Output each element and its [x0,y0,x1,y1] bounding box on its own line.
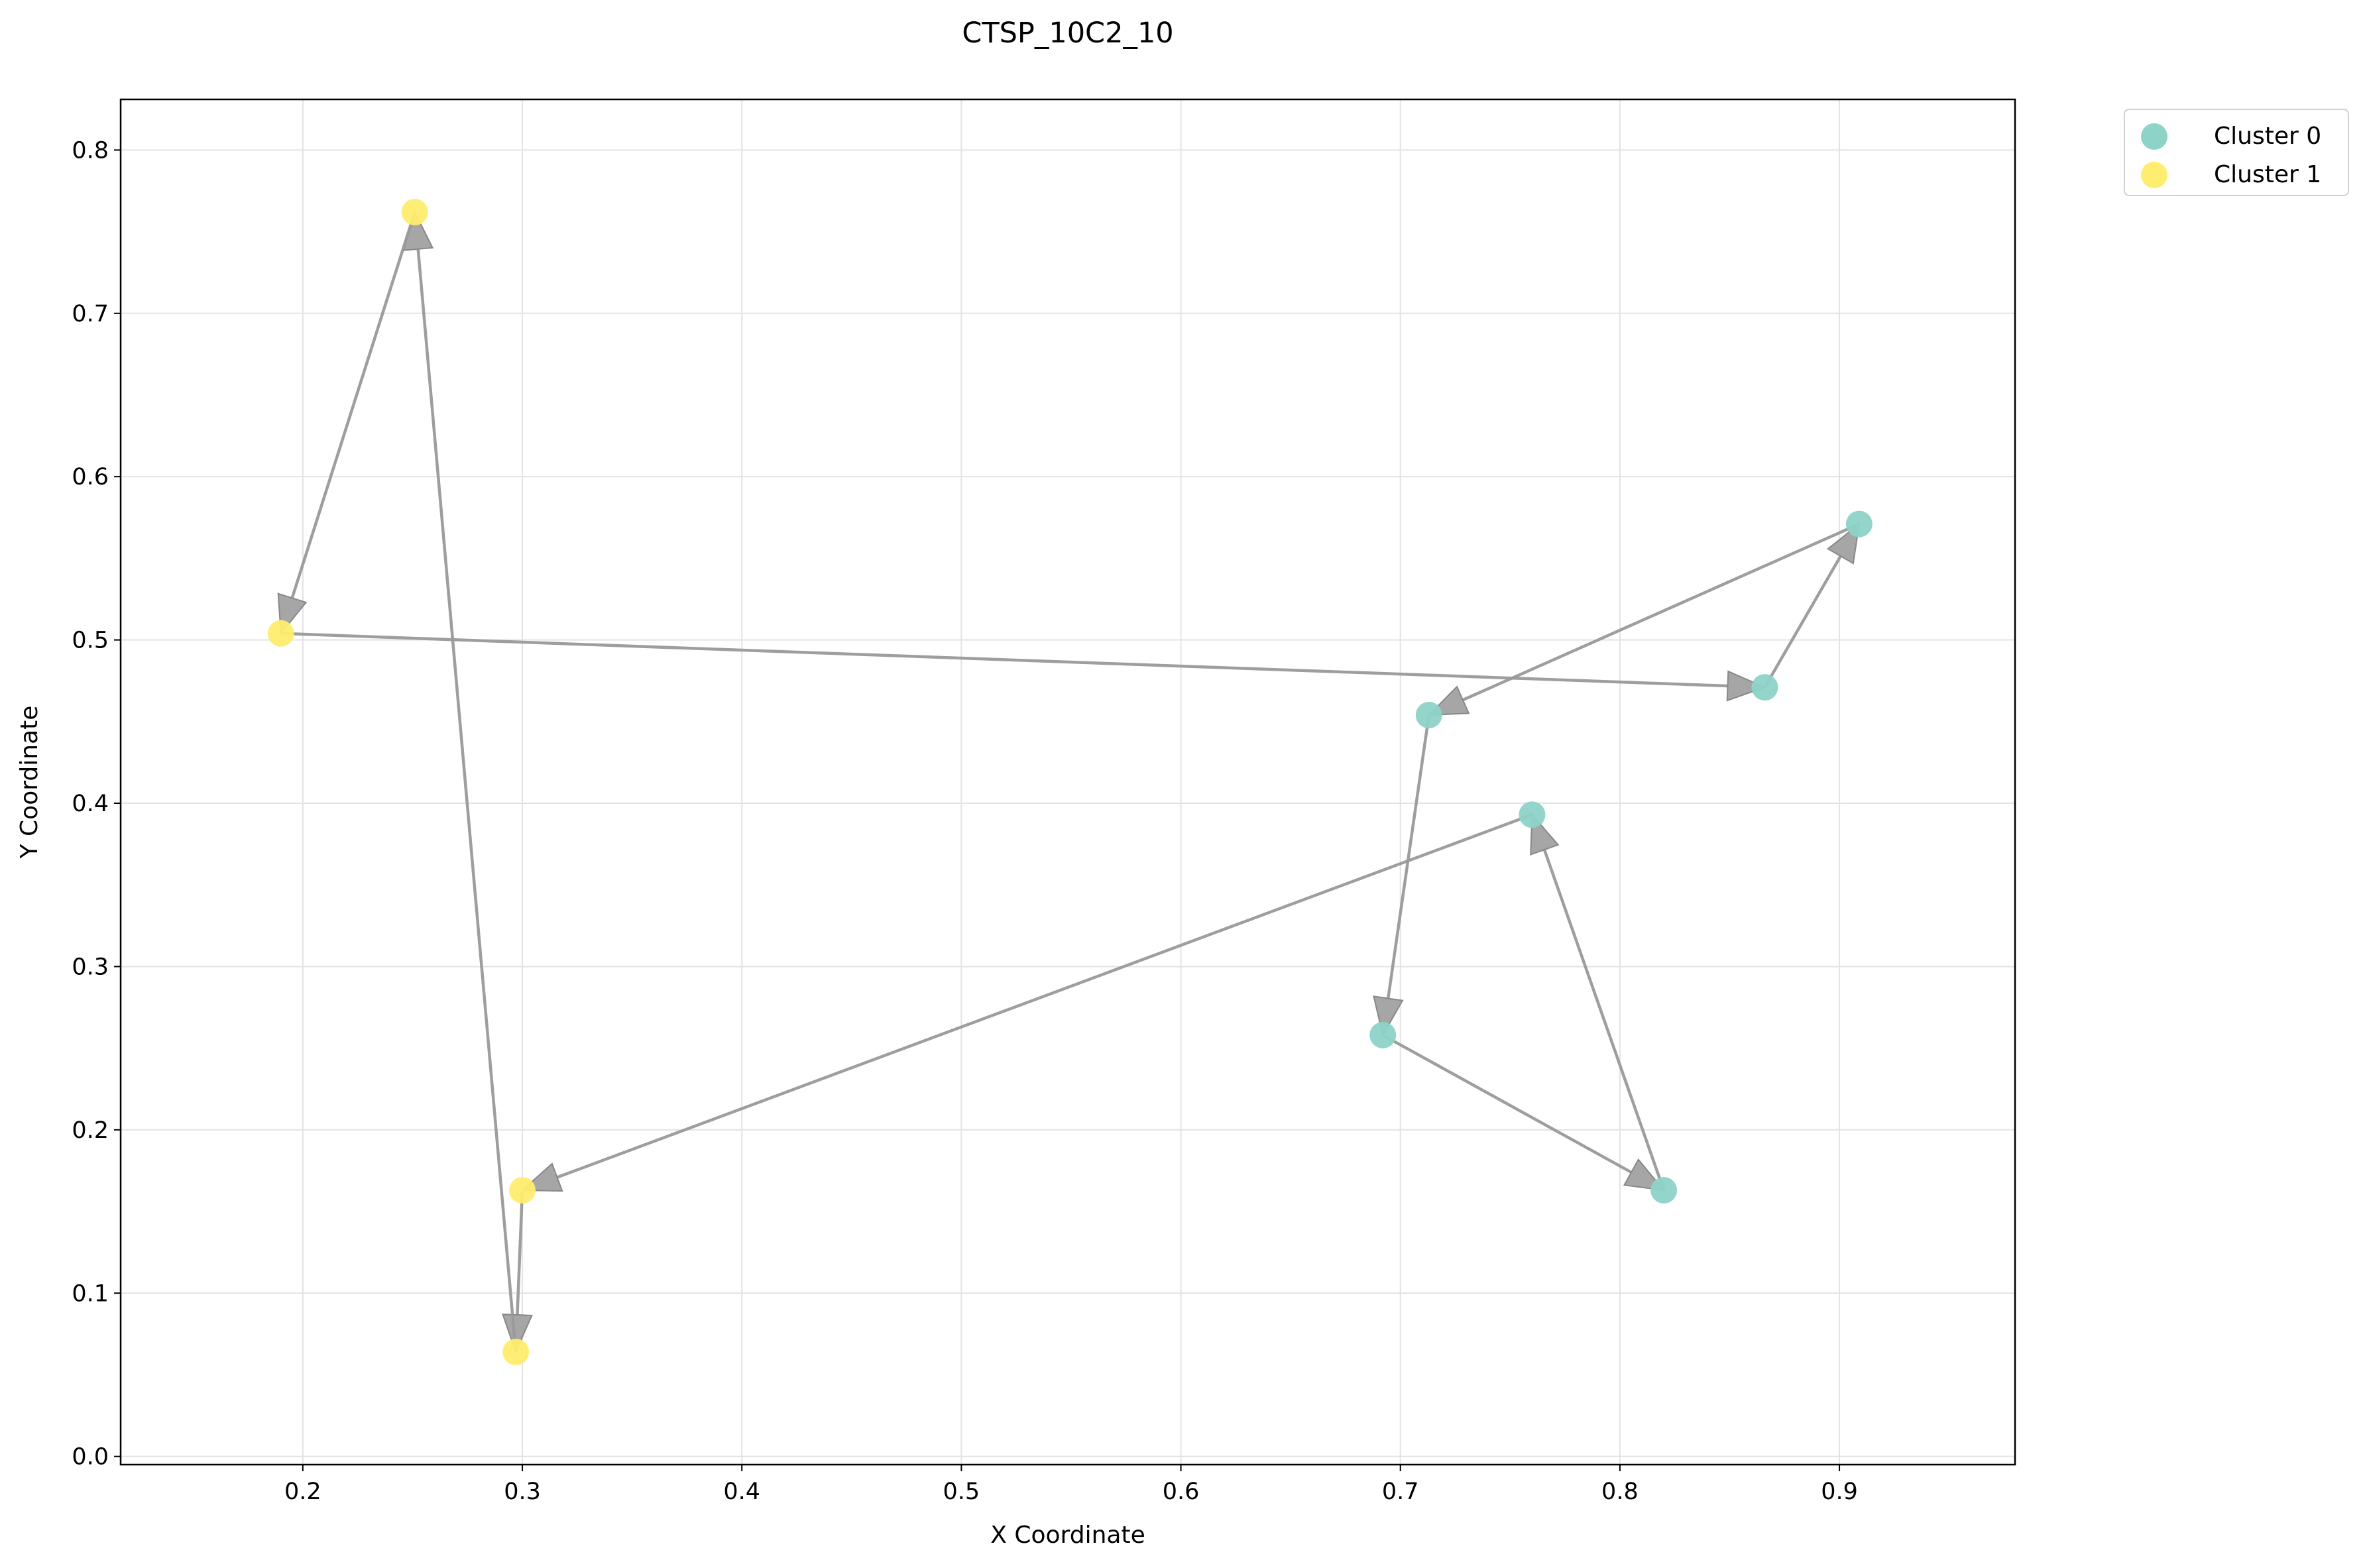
y-tick-label: 0.4 [72,791,109,817]
data-points [267,199,1873,1365]
x-tick-label: 0.2 [284,1479,321,1505]
y-tick-label: 0.8 [72,137,109,164]
cluster-0-point [1519,801,1546,828]
tour-arrowhead [1726,670,1767,702]
x-tick-label: 0.7 [1382,1479,1419,1505]
chart-title: CTSP_10C2_10 [962,17,1173,50]
cluster-0-point [1751,674,1778,701]
cluster-0-point [1650,1177,1678,1204]
y-tick-label: 0.5 [72,628,109,654]
x-axis-label: X Coordinate [990,1522,1145,1549]
legend-label-cluster-1: Cluster 1 [2214,161,2322,188]
x-tick-label: 0.8 [1601,1479,1639,1505]
tour-edge [556,813,1533,1179]
legend-label-cluster-0: Cluster 0 [2214,123,2322,150]
x-tick-label: 0.9 [1821,1479,1858,1505]
y-tick-label: 0.0 [72,1444,109,1471]
cluster-1-point [401,199,428,226]
tour-edge [416,249,518,1353]
cluster-1-point [509,1177,536,1204]
tour-edge [280,632,1728,688]
tour-edge [1763,555,1842,689]
tour-edge [1542,849,1666,1191]
plot-area-frame [119,98,2016,1466]
grid [121,99,2015,1465]
tour-arrowhead [501,1314,533,1354]
cluster-0-point [1415,701,1442,728]
tour-edge [1462,522,1860,702]
axis-ticks: 0.2 0.3 0.4 0.5 0.6 0.7 0.8 0.9 0.0 0.1 0.2 0.3 0.4 0… [72,137,1858,1505]
x-tick-label: 0.3 [504,1479,541,1505]
tour-edge [516,1190,524,1316]
legend-marker-cluster-1 [2141,162,2167,188]
y-tick-label: 0.1 [72,1280,109,1307]
y-tick-label: 0.6 [72,464,109,490]
legend: Cluster 0 Cluster 1 [2124,109,2349,196]
cluster-1-point [502,1338,530,1365]
legend-item-cluster-1: Cluster 1 [2125,156,2348,194]
y-axis-label: Y Coordinate [16,706,43,860]
legend-marker-cluster-0 [2141,123,2167,150]
cluster-1-point [267,620,294,647]
x-tick-label: 0.5 [943,1479,980,1505]
x-tick-label: 0.6 [1163,1479,1200,1505]
y-tick-label: 0.2 [72,1117,109,1144]
x-tick-label: 0.4 [723,1479,760,1505]
tour-edges [277,210,1861,1354]
cluster-0-point [1845,510,1873,537]
cluster-0-point [1369,1021,1397,1048]
y-tick-label: 0.3 [72,954,109,980]
tour-edge [1386,714,1431,999]
legend-item-cluster-0: Cluster 0 [2125,118,2348,155]
tour-edge [290,211,416,599]
tour-edge [1382,1033,1633,1174]
y-tick-label: 0.7 [72,301,109,327]
